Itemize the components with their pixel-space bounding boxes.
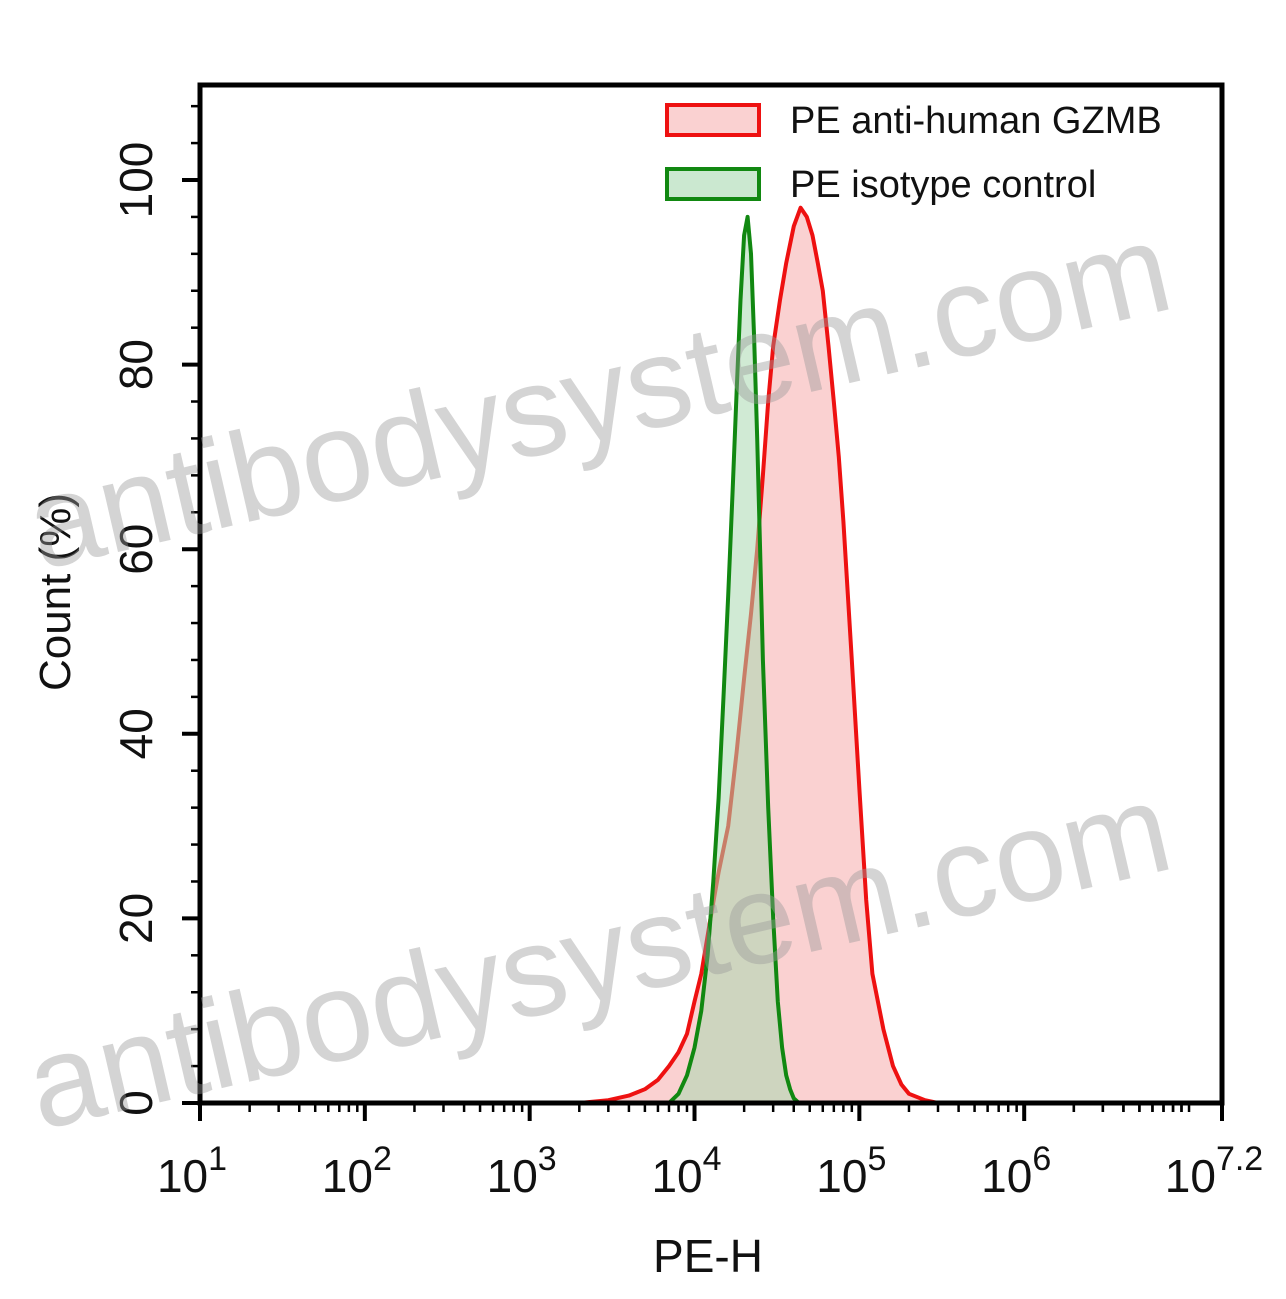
legend-label-1: PE anti-human GZMB bbox=[790, 100, 1162, 142]
legend-label-2: PE isotype control bbox=[790, 164, 1096, 206]
y-tick-label: 80 bbox=[110, 339, 162, 390]
x-axis-label: PE-H bbox=[653, 1230, 763, 1282]
y-tick-label: 0 bbox=[110, 1090, 162, 1116]
series-line-2 bbox=[667, 214, 801, 1105]
axes-layer: 101 102 103 104 105 106 107.2 0 20 40 60 80 100 bbox=[110, 82, 1263, 1202]
x-tick-label: 104 bbox=[651, 1140, 721, 1202]
legend-swatch-1 bbox=[665, 103, 761, 137]
x-tick-label: 101 bbox=[157, 1140, 227, 1202]
axis-labels: PE-H Count (%) bbox=[31, 493, 763, 1282]
y-tick-label: 100 bbox=[110, 142, 162, 219]
y-tick-label: 60 bbox=[110, 524, 162, 575]
x-tick-label: 103 bbox=[487, 1140, 557, 1202]
y-tick-label: 40 bbox=[110, 708, 162, 759]
y-tick-label: 20 bbox=[110, 893, 162, 944]
x-tick-label: 102 bbox=[322, 1140, 392, 1202]
legend: PE anti-human GZMB PE isotype control bbox=[665, 100, 1162, 206]
legend-swatch-2 bbox=[665, 167, 761, 201]
x-tick-label: 105 bbox=[816, 1140, 886, 1202]
series-fill-2 bbox=[669, 216, 799, 1103]
series-layer bbox=[579, 205, 939, 1105]
watermark: antibodysystem.com antibodysystem.com bbox=[14, 195, 1183, 1157]
watermark-text-lower: antibodysystem.com bbox=[14, 755, 1183, 1157]
x-tick-label: 107.2 bbox=[1165, 1140, 1263, 1202]
plot-frame bbox=[197, 82, 1225, 1106]
watermark-text-upper: antibodysystem.com bbox=[14, 195, 1183, 597]
x-tick-label: 106 bbox=[981, 1140, 1051, 1202]
series-line-1 bbox=[579, 205, 939, 1105]
y-axis-label: Count (%) bbox=[31, 493, 80, 691]
